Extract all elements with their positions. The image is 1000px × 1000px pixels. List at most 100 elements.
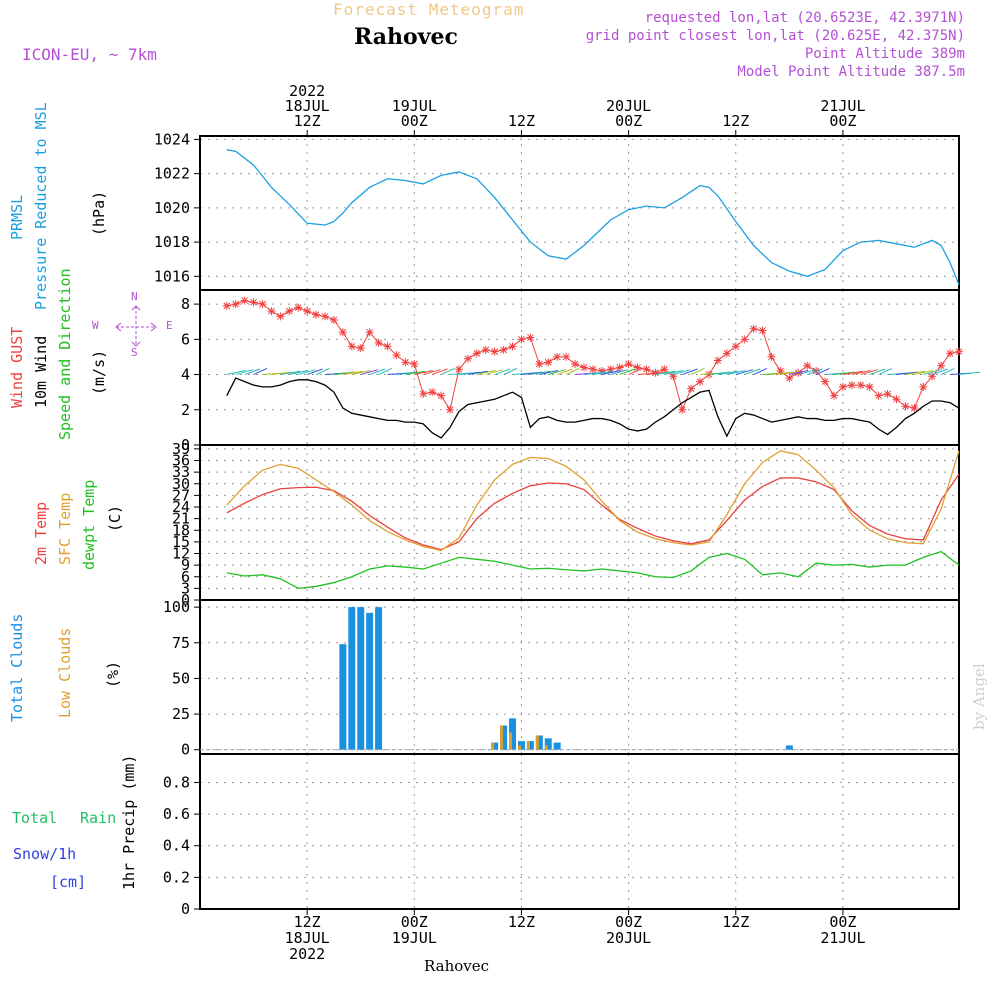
wind-direction-arrow [306,368,323,376]
wind-direction-arrow [914,369,934,376]
wind-direction-arrow [771,371,793,376]
wind-direction-arrow [833,371,855,376]
gust-point [660,365,669,374]
wind-direction-arrow [958,371,980,376]
wind-direction-arrow [405,370,426,376]
gust-point [785,374,794,383]
gust-point [776,367,785,376]
gust-point [383,342,392,351]
wind-direction-arrow [807,368,823,376]
wind-direction-arrow [655,370,676,376]
gust-point [829,391,838,400]
wind-direction-arrow [932,368,948,376]
wind-direction-arrow [682,368,698,376]
total-cloud-bar [509,718,517,750]
gust-point [704,370,713,379]
time-label-top: 00Z [401,112,428,130]
gust-point [419,389,428,398]
y-tick-label: 50 [172,669,190,687]
wind-direction-arrow [548,369,566,376]
low-cloud-bar [500,725,504,750]
gust-point [499,345,508,354]
gust-point [865,382,874,391]
gust-point [446,405,455,414]
wind-direction-arrow [440,367,455,375]
low-cloud-bar [544,745,548,750]
compass-n: N [131,290,138,303]
gust-point [410,359,419,368]
wind-direction-arrow [923,369,941,376]
y-tick-label: 100 [163,598,190,616]
wind-direction-arrow [557,368,573,376]
sfc-temp-line [226,450,960,552]
gust-point [606,365,615,374]
y-tick-label: 0 [181,591,190,609]
compass-w: W [92,319,99,332]
wind-direction-arrow [530,370,551,376]
time-label-bottom: 20JUL [606,929,651,947]
gust-point [624,359,633,368]
time-label-top: 12Z [508,112,535,130]
gust-point [847,381,856,390]
wind-direction-arrow [726,369,746,376]
gust-point [338,328,347,337]
time-label-top: 21JUL [820,97,865,115]
y-tick-label: 30 [172,475,190,493]
wind-direction-arrow [717,370,738,376]
gust-point [642,365,651,374]
wind-direction-arrow [851,369,871,376]
gust-point [392,351,401,360]
gust-point [303,307,312,316]
gust-point [517,335,526,344]
y-tick-label: 1020 [154,199,190,217]
wind-direction-arrow [360,369,378,376]
y-tick-label: 6 [181,568,190,586]
total-cloud-bar [339,644,347,750]
wind-direction-arrow [226,369,246,376]
y-tick-label: 1018 [154,233,190,251]
gust-point [669,372,678,381]
low-cloud-bar [509,732,513,750]
gust-point [901,402,910,411]
wind-direction-arrow [860,369,879,376]
wind-direction-arrow [423,369,441,376]
wind-direction-arrow [503,367,518,375]
gust-point [481,345,490,354]
time-label-bottom: 21JUL [820,929,865,947]
gust-point [722,349,731,358]
wind-direction-arrow [494,368,511,376]
wind-direction-arrow [583,371,605,376]
total-cloud-bar [348,607,356,750]
total-cloud-bar [357,607,365,750]
wind-direction-arrow [673,369,691,376]
y-tick-label: 0.8 [163,773,190,791]
wind-direction-arrow [601,369,621,376]
gust-point [365,328,374,337]
y-tick-label: 15 [172,533,190,551]
gust-point [803,361,812,370]
wind-direction-arrow [351,369,371,376]
gust-point [597,367,606,376]
gust-point [240,296,249,305]
y-tick-label: 27 [172,486,190,504]
wind-direction-arrow [342,370,363,376]
wind-direction-arrow [467,370,488,376]
gust-point [374,338,383,347]
y-tick-label: 0.4 [163,837,190,855]
total-cloud-bar [544,738,552,750]
wind-direction-arrow [896,371,918,376]
precip-cm-label: [cm] [50,873,87,891]
total-cloud-bar [535,735,543,750]
y-tick-label: 9 [181,556,190,574]
gust-point [321,312,330,321]
y-tick-label: 1024 [154,130,190,148]
gust-point [678,405,687,414]
gust-point [883,389,892,398]
low-cloud-bar [535,735,539,750]
time-label-top: 18JUL [285,97,330,115]
gust-point [758,326,767,335]
wind-direction-arrow [619,368,636,376]
wind-direction-arrow [458,371,480,376]
y-tick-label: 36 [172,452,190,470]
time-label-top: 12Z [294,112,321,130]
